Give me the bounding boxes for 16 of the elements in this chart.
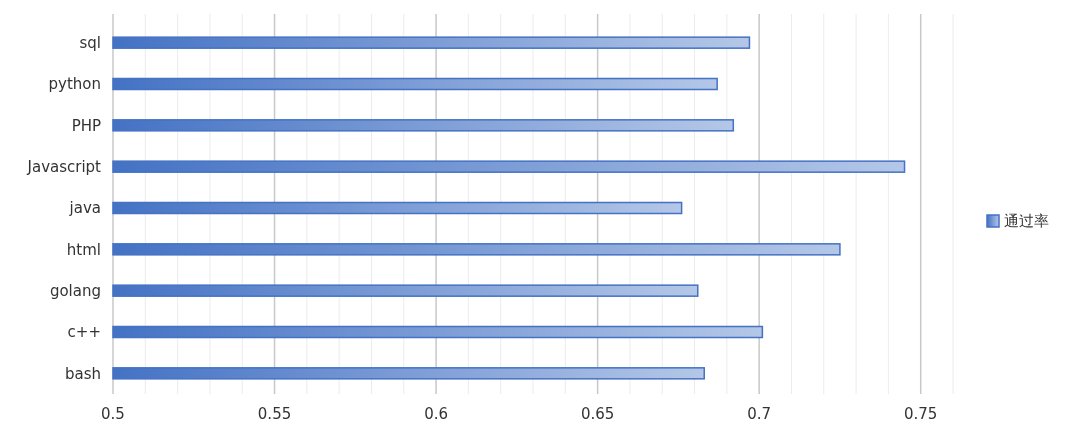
y-tick-label: html — [66, 240, 101, 259]
x-tick-label: 0.7 — [747, 405, 772, 423]
x-tick-label: 0.55 — [257, 405, 292, 423]
x-tick-label: 0.65 — [580, 405, 615, 423]
y-tick-label: bash — [64, 364, 101, 383]
y-tick-label: java — [68, 199, 101, 218]
y-tick-label: Javascript — [26, 157, 102, 176]
y-tick-label: python — [48, 75, 101, 94]
y-tick-label: PHP — [71, 116, 101, 135]
y-tick-label: c++ — [67, 323, 101, 342]
x-tick-label: 0.6 — [424, 405, 449, 423]
x-tick-label: 0.5 — [101, 405, 125, 423]
x-tick-label: 0.75 — [903, 405, 938, 423]
legend-label: 通过率 — [1004, 212, 1049, 231]
y-tick-label: sql — [79, 33, 101, 52]
y-tick-label: golang — [49, 281, 101, 300]
